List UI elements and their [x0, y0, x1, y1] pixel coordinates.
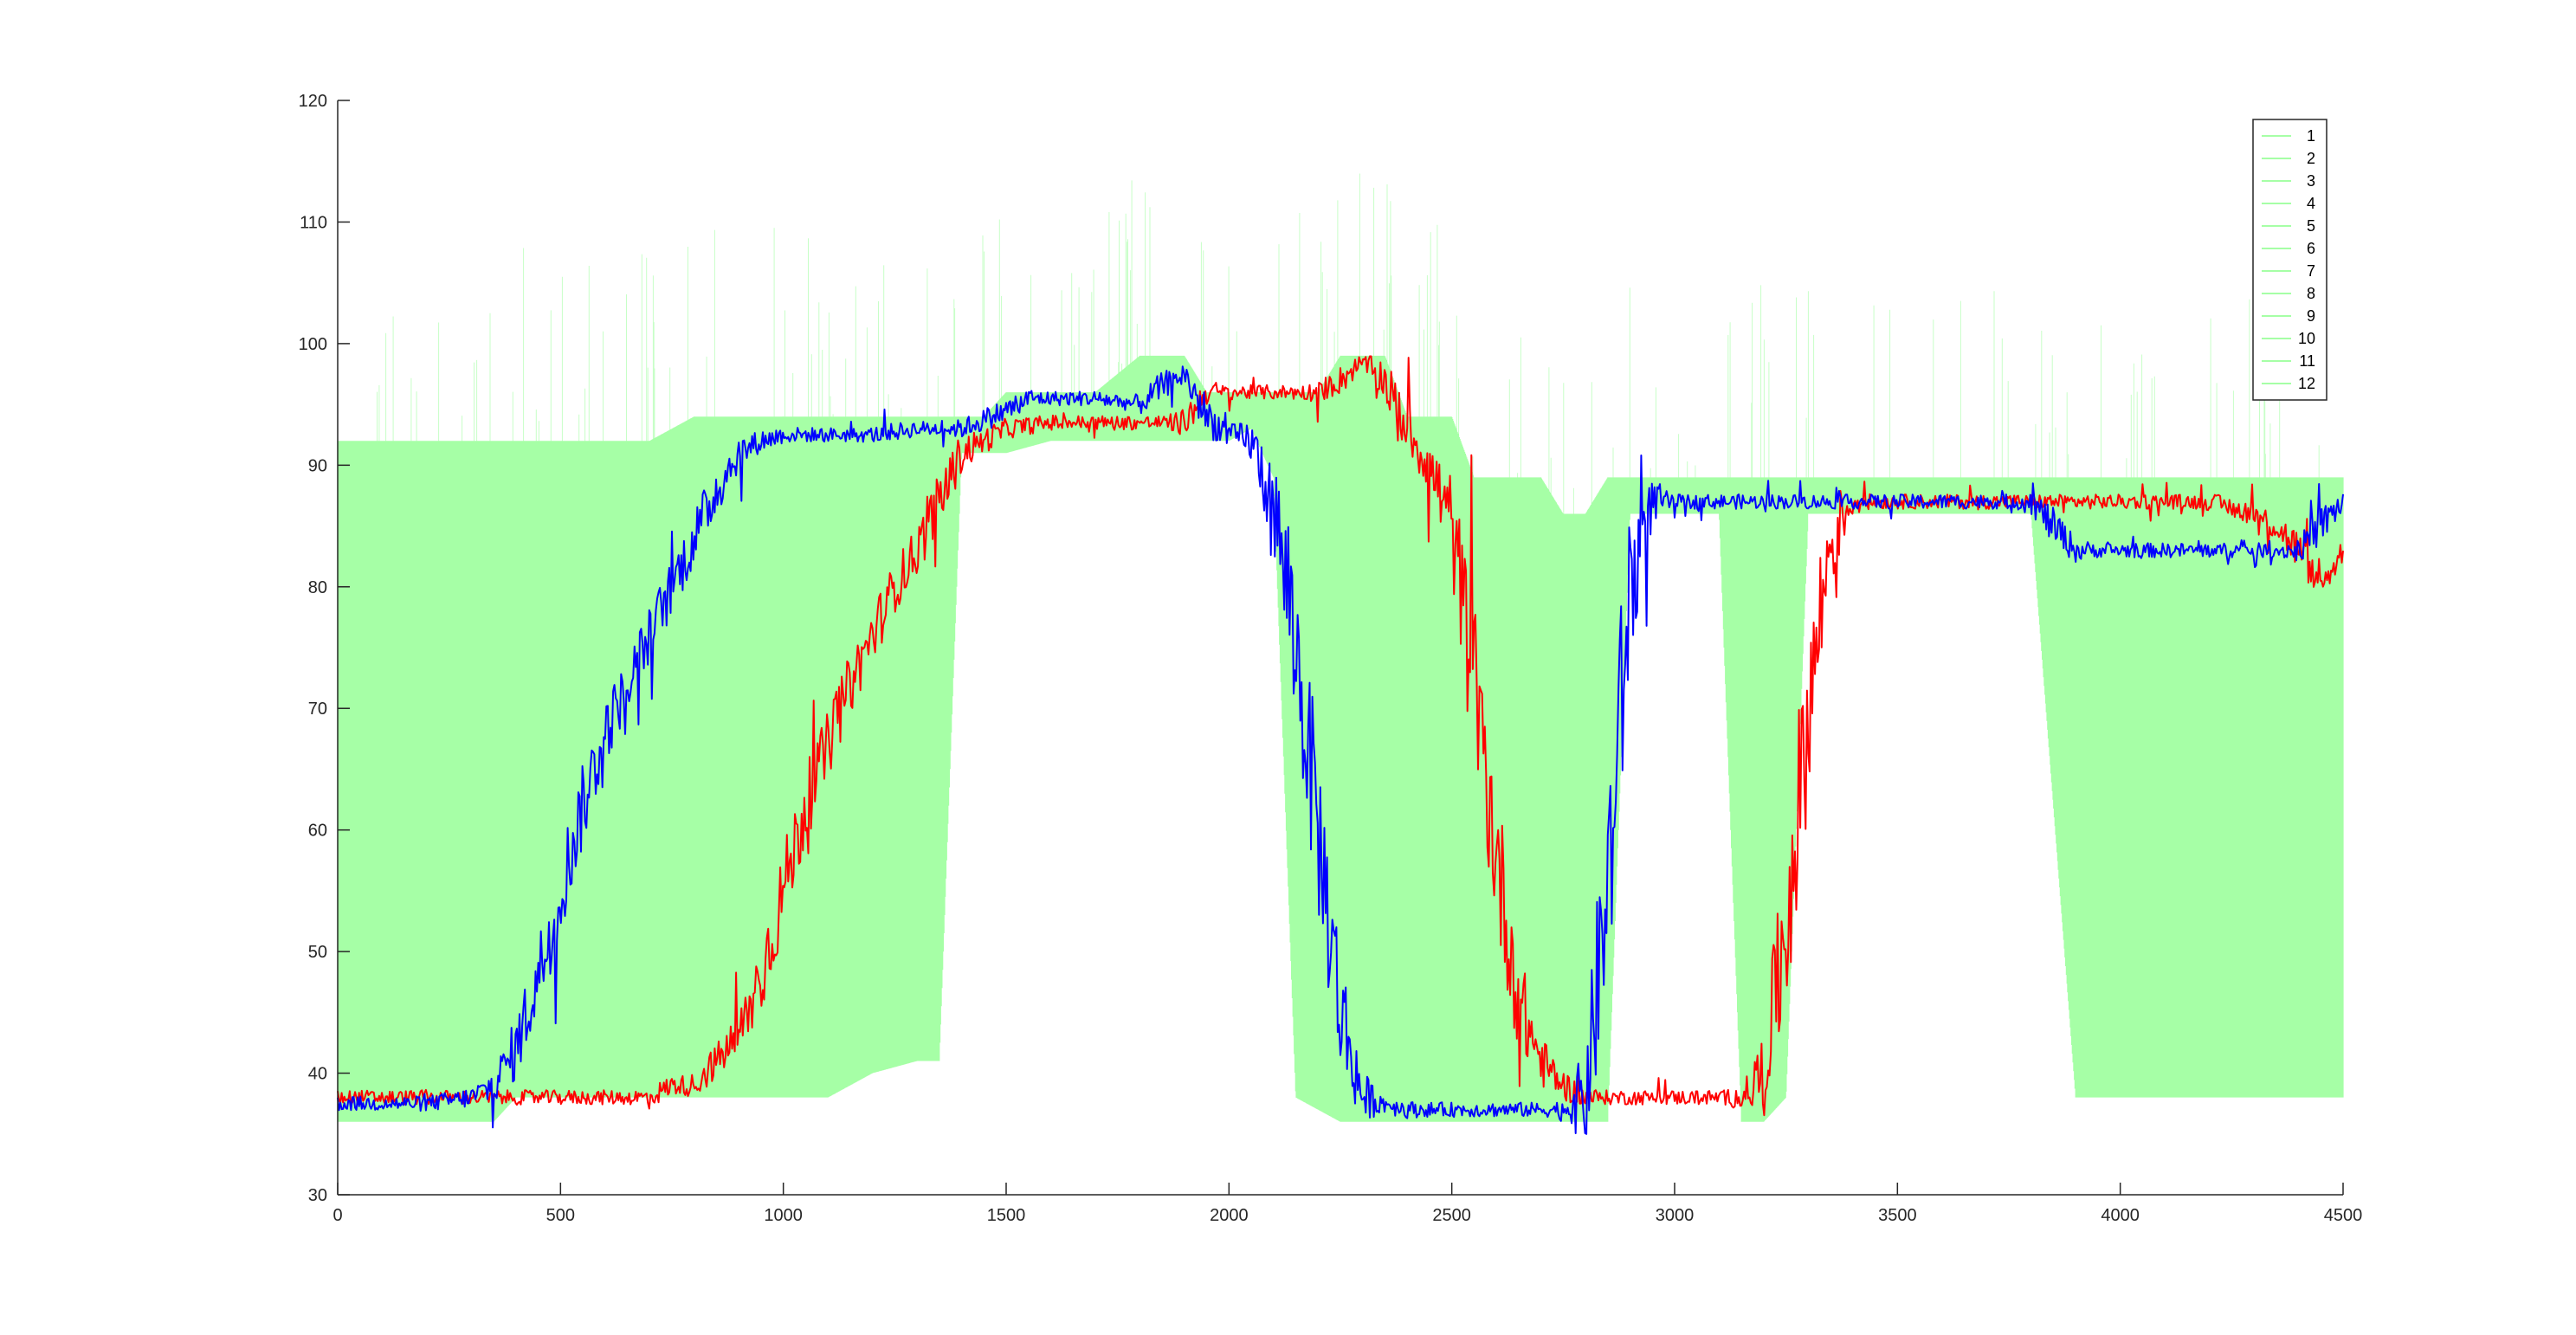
plot-data-layer	[337, 173, 2344, 1135]
legend-box	[2252, 119, 2327, 401]
y-tick-label: 110	[300, 213, 327, 232]
x-tick-label: 3500	[1878, 1206, 1917, 1225]
x-tick-label: 4500	[2324, 1206, 2363, 1225]
legend-label: 12	[2298, 375, 2315, 392]
x-tick-label: 3000	[1656, 1206, 1695, 1225]
x-tick-label: 1500	[987, 1206, 1026, 1225]
series-1-spikes	[377, 173, 2320, 514]
y-tick-label: 60	[308, 822, 327, 841]
x-tick-label: 1000	[764, 1206, 803, 1225]
legend-label: 2	[2307, 150, 2315, 167]
x-tick-label: 2000	[1210, 1206, 1249, 1225]
legend-label: 11	[2299, 352, 2315, 370]
legend-label: 10	[2298, 330, 2315, 347]
axes: 0 500 1000 1500 2000 2500 3000 3500 4000 4500 30 40…	[299, 92, 2363, 1225]
x-tick-label: 2500	[1432, 1206, 1471, 1225]
legend-label: 7	[2307, 262, 2315, 280]
legend-label: 8	[2307, 285, 2315, 302]
legend-label: 1	[2307, 127, 2315, 145]
legend-label: 9	[2307, 307, 2315, 325]
y-tick-label: 70	[308, 700, 327, 719]
y-tick-label: 120	[299, 92, 327, 111]
legend-label: 4	[2307, 195, 2315, 212]
x-tick-label: 500	[546, 1206, 575, 1225]
y-tick-label: 100	[299, 335, 327, 354]
x-tick-label: 0	[332, 1206, 342, 1225]
y-tick-label: 50	[308, 943, 327, 962]
legend-label: 6	[2307, 240, 2315, 257]
y-tick-label: 80	[308, 578, 327, 597]
y-tick-label: 40	[308, 1065, 327, 1084]
y-tick-label: 30	[308, 1186, 327, 1205]
y-tick-label: 90	[308, 456, 327, 475]
legend-label: 3	[2307, 172, 2315, 190]
legend-label: 5	[2307, 217, 2315, 235]
x-tick-label: 4000	[2101, 1206, 2140, 1225]
series-red-line	[337, 355, 2344, 1117]
series-blue-line	[337, 365, 2344, 1135]
